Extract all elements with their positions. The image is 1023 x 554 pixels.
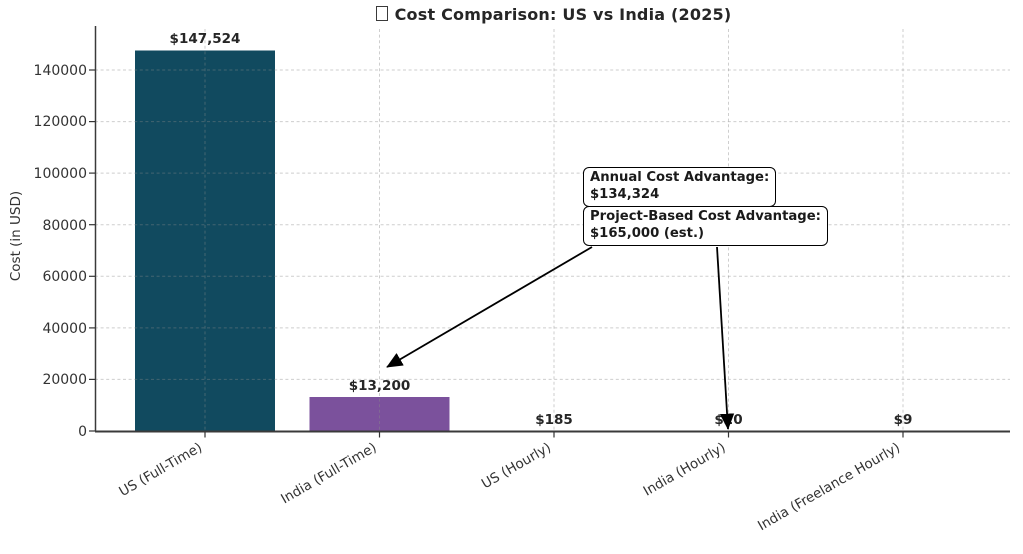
x-tick-label: India (Hourly): [641, 440, 729, 500]
bar-india-full-time: [309, 397, 450, 431]
annotation-line: $134,324: [590, 186, 660, 202]
x-tick-label: India (Freelance Hourly): [755, 440, 903, 535]
annotation-annual-cost-advantage: Annual Cost Advantage: $134,324: [583, 167, 777, 207]
y-tick-label: 100000: [34, 166, 87, 182]
y-tick-label: 20000: [42, 372, 87, 388]
x-axis-ticks: [204, 432, 904, 438]
y-axis-label: Cost (in USD): [8, 191, 24, 281]
project-advantage-arrow: [716, 246, 735, 430]
annual-advantage-arrow: [386, 246, 593, 368]
y-axis-ticks: [89, 69, 95, 432]
bar-value-label: $147,524: [170, 31, 241, 47]
y-tick-label: 0: [78, 424, 87, 440]
chart-title: Cost Comparison: US vs India (2025): [95, 5, 1012, 24]
x-tick-label: US (Full-Time): [116, 440, 205, 500]
bar-us-full-time: [135, 50, 275, 431]
annotation-line: Annual Cost Advantage:: [590, 170, 770, 185]
x-tick-label: India (Full-Time): [278, 440, 379, 508]
y-tick-label: 140000: [34, 63, 87, 79]
y-tick-label: 40000: [42, 321, 87, 337]
y-tick-label: 120000: [34, 114, 87, 130]
bar-value-label: $185: [535, 412, 573, 428]
annotation-project-cost-advantage: Project-Based Cost Advantage: $165,000 (…: [583, 206, 828, 246]
money-emoji-tofu-icon: [375, 6, 388, 21]
bar-value-label: $13,200: [349, 378, 411, 394]
y-tick-label: 60000: [42, 269, 87, 285]
annotation-line: $165,000 (est.): [590, 225, 704, 241]
x-tick-label: US (Hourly): [479, 440, 554, 493]
annotation-line: Project-Based Cost Advantage:: [590, 209, 821, 224]
y-tick-label: 80000: [42, 218, 87, 234]
gridlines: [95, 29, 1010, 431]
chart-title-text: Cost Comparison: US vs India (2025): [394, 5, 732, 24]
bar-value-label: $9: [894, 412, 913, 428]
